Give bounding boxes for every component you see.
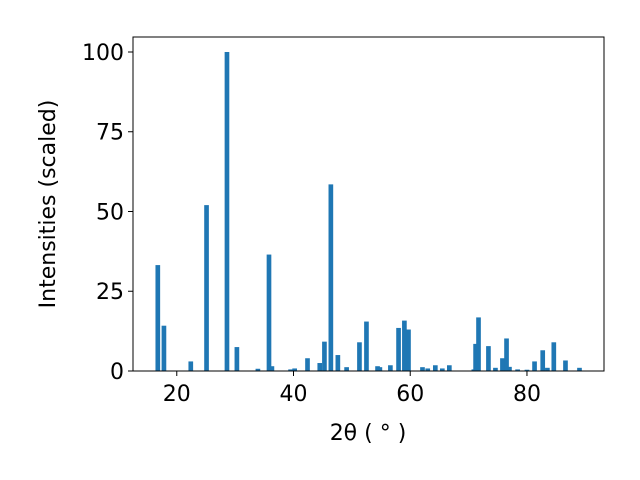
y-tick-label: 75: [96, 121, 124, 146]
bar: [493, 367, 498, 371]
bar: [335, 355, 341, 371]
y-tick-label: 50: [96, 200, 124, 225]
bar: [204, 205, 209, 371]
bar: [388, 365, 393, 371]
bar: [269, 366, 275, 371]
bar: [447, 365, 452, 371]
bar: [155, 265, 161, 371]
bar: [476, 317, 481, 371]
bar: [504, 338, 509, 371]
bar: [406, 329, 411, 371]
y-tick-label: 0: [110, 360, 124, 385]
x-tick-label: 40: [280, 382, 308, 407]
bar: [255, 368, 261, 371]
bar: [288, 369, 293, 371]
bar: [524, 369, 530, 371]
bar: [375, 366, 380, 371]
bar: [266, 254, 272, 371]
bar: [292, 368, 298, 371]
x-tick-label: 60: [396, 382, 424, 407]
y-tick-label: 25: [96, 280, 124, 305]
bar: [439, 368, 445, 371]
bar: [500, 358, 505, 371]
bar: [432, 365, 438, 371]
y-tick-label: 100: [82, 41, 124, 66]
bar: [161, 325, 167, 371]
bar: [364, 321, 369, 371]
bar: [344, 367, 349, 371]
bar: [224, 51, 230, 371]
x-axis-label: 2θ ( ° ): [330, 421, 407, 446]
bar: [425, 368, 431, 371]
bar: [507, 366, 512, 371]
bar: [563, 360, 568, 371]
bar: [322, 341, 327, 371]
y-axis-label: Intensities (scaled): [36, 100, 61, 309]
bar: [540, 350, 546, 371]
bar: [328, 184, 334, 371]
bar: [234, 347, 240, 371]
bar: [420, 367, 425, 371]
bar: [396, 327, 401, 371]
bar: [377, 367, 383, 371]
x-tick-label: 20: [163, 382, 191, 407]
bar: [545, 367, 550, 371]
bar: [188, 361, 194, 371]
bar: [317, 363, 323, 371]
bar: [515, 369, 520, 371]
plot-frame: [132, 36, 605, 372]
bar: [486, 346, 491, 371]
bar: [532, 361, 537, 371]
bar: [577, 367, 582, 371]
bar: [402, 320, 407, 371]
x-tick-label: 80: [513, 382, 541, 407]
bar: [305, 358, 310, 371]
bar: [473, 343, 478, 371]
bar: [551, 342, 557, 371]
bar: [357, 342, 362, 371]
